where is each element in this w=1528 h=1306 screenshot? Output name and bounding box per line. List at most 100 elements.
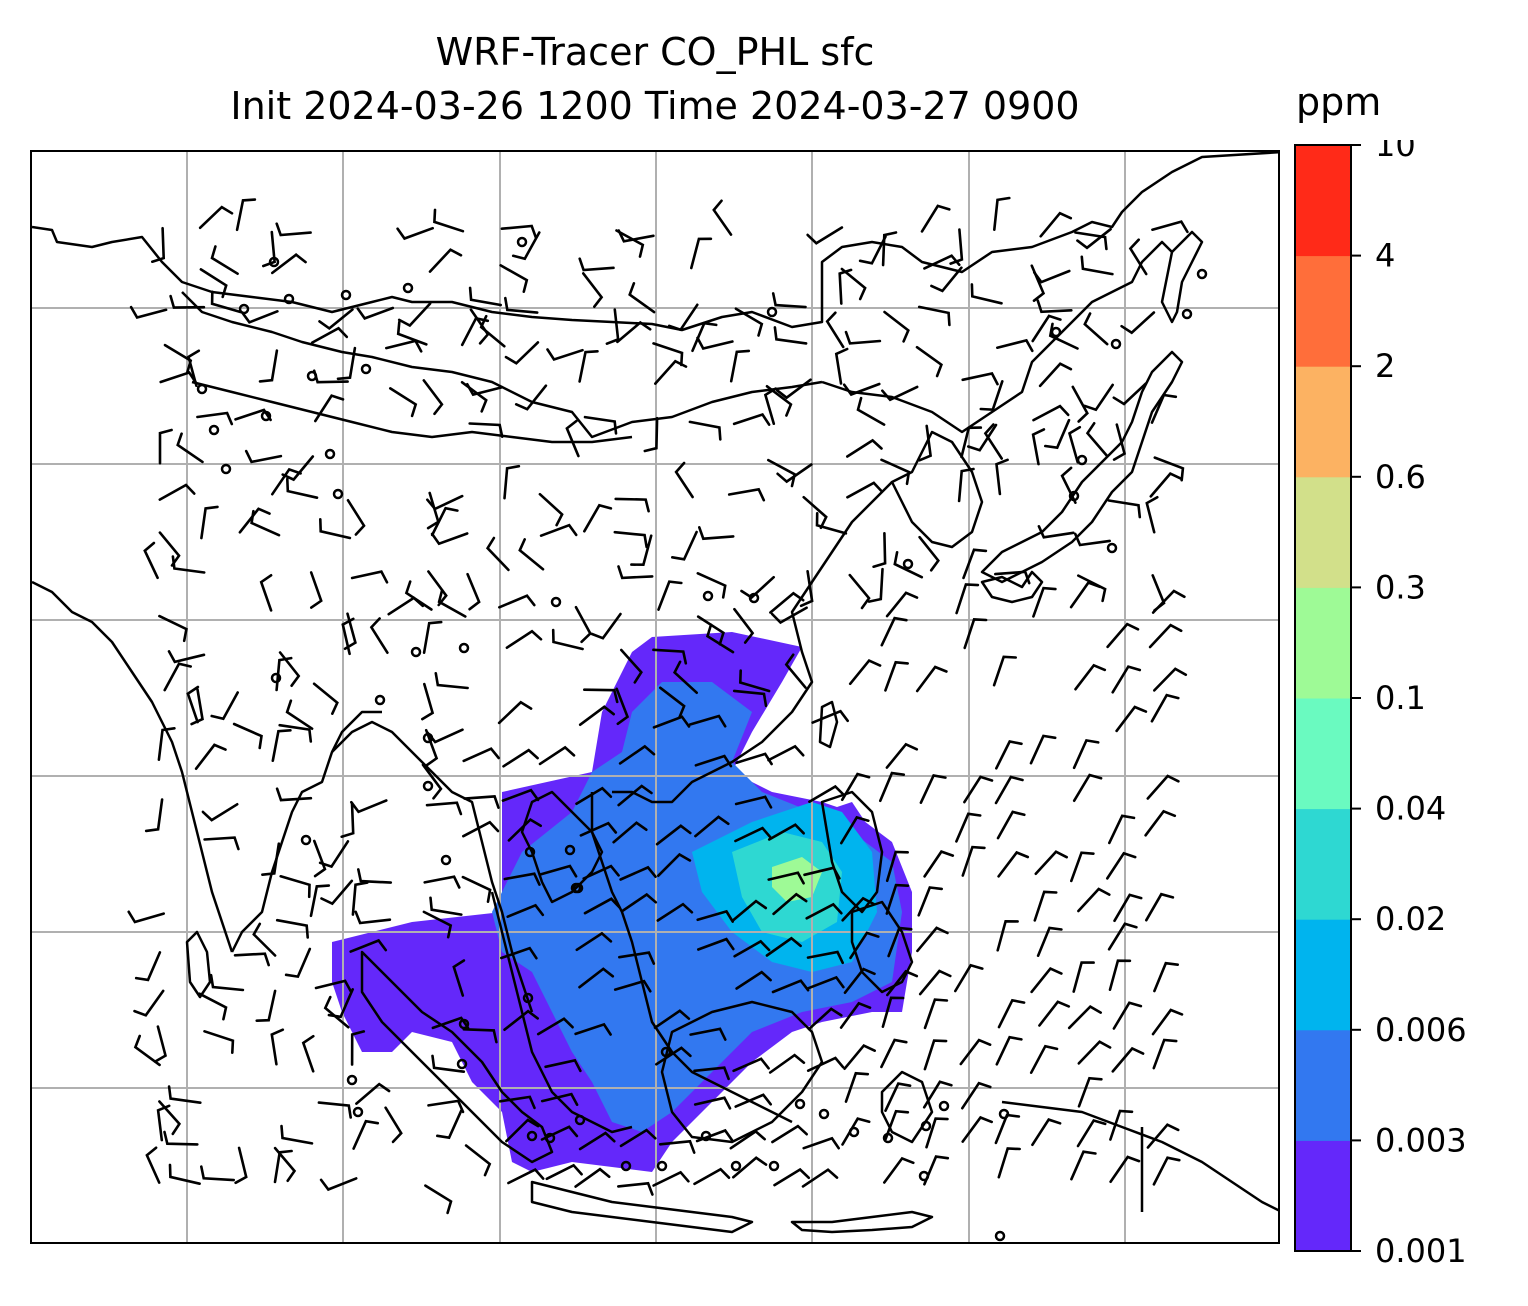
wind-barb (437, 588, 467, 618)
wind-barb (674, 461, 694, 499)
wind-barb (427, 1099, 465, 1114)
wind-barb (770, 606, 808, 625)
wind-barb (422, 379, 444, 416)
wind-barb (1044, 418, 1071, 450)
wind-barb (167, 650, 206, 664)
wind-barb (840, 267, 867, 301)
wind-barb (738, 669, 771, 693)
wind-barb (767, 871, 805, 885)
wind-barb (1072, 773, 1103, 802)
coast-russia-north (32, 152, 1278, 332)
wind-barb (275, 656, 293, 692)
wind-barb (885, 591, 919, 618)
wind-barb (1106, 851, 1137, 880)
wind-barb (617, 1181, 654, 1196)
wind-barb (1107, 499, 1142, 519)
wind-barb (319, 518, 352, 540)
wind-barb (551, 628, 584, 651)
calm-wind-marker (526, 1130, 538, 1142)
wind-barb (129, 305, 168, 320)
coast-java (530, 1180, 754, 1234)
wind-barb (309, 571, 323, 609)
calm-wind-marker (374, 694, 386, 706)
wind-barb (615, 229, 645, 258)
wind-barb (252, 922, 277, 957)
wind-barb (628, 282, 656, 314)
wind-barb (883, 310, 910, 343)
wind-barb (203, 1030, 235, 1054)
map-panel (30, 150, 1280, 1244)
wind-barb (997, 1147, 1021, 1179)
wind-barb (158, 428, 173, 465)
wind-barb (630, 534, 653, 567)
plume-layer-peak (772, 857, 822, 902)
wind-barb (422, 910, 453, 939)
calm-wind-marker (456, 1058, 468, 1070)
wind-barb (244, 449, 283, 464)
wind-barb (1060, 466, 1077, 504)
wind-barb (462, 747, 500, 763)
wind-barb (545, 1163, 583, 1181)
wind-barb (314, 394, 345, 423)
colorbar-tick-label: 0.04 (1375, 790, 1446, 828)
wind-barb (1128, 238, 1148, 276)
wind-barb (615, 687, 630, 726)
wind-barb (1038, 362, 1073, 388)
wind-barb (769, 591, 805, 614)
wind-barb (574, 605, 592, 644)
wind-barb (350, 799, 388, 814)
wind-barb (840, 815, 870, 845)
wind-barb (190, 688, 204, 726)
wind-barb (539, 523, 578, 537)
wind-barb (278, 723, 313, 743)
wind-barb (157, 727, 176, 761)
wind-barb (427, 570, 448, 607)
wind-barb (916, 926, 949, 953)
wind-barb (503, 872, 541, 886)
wind-barb (468, 286, 502, 307)
wind-barb (732, 689, 768, 708)
calm-wind-marker (283, 293, 295, 305)
wind-barb (336, 346, 357, 381)
wind-barb (234, 408, 272, 422)
map-title-line1: WRF-Tracer CO_PHL sfc (435, 30, 875, 74)
wind-barb (893, 551, 924, 579)
wind-barb (696, 909, 734, 923)
wind-barb (1146, 774, 1180, 800)
wind-barb (275, 787, 313, 802)
wind-barb (314, 979, 353, 993)
calm-wind-marker (352, 1106, 364, 1118)
wind-barb (1083, 312, 1109, 346)
coast-indochina (590, 792, 793, 1124)
calm-wind-marker (332, 488, 344, 500)
wind-barb (811, 709, 849, 724)
calm-wind-marker (564, 844, 576, 856)
calm-wind-marker (324, 448, 336, 460)
calm-wind-marker (524, 846, 536, 858)
wind-barb (655, 1046, 692, 1066)
wind-barb (1109, 1155, 1141, 1183)
wind-barb (694, 754, 733, 768)
wind-barb (498, 594, 536, 609)
wind-barb (262, 230, 276, 268)
wind-barb (250, 509, 281, 537)
wind-barb (834, 347, 849, 385)
wind-barb (275, 222, 312, 237)
wind-barb (1113, 893, 1143, 923)
wind-barb (504, 296, 539, 314)
calm-wind-marker (902, 558, 914, 570)
map-gridlines (32, 152, 1278, 1242)
wind-barb (881, 385, 919, 402)
wind-barb (963, 775, 994, 804)
coast-malay-peninsula (490, 891, 633, 1134)
wind-barb (1036, 926, 1063, 957)
wind-barb (1120, 311, 1156, 335)
calm-wind-marker (340, 289, 352, 301)
wind-barb (498, 1095, 536, 1110)
wind-barb (232, 722, 263, 750)
wind-barb (856, 396, 886, 426)
wind-barb (886, 969, 919, 997)
wind-barb (238, 507, 271, 534)
calm-wind-marker (1106, 542, 1118, 554)
wind-barb (169, 294, 206, 309)
